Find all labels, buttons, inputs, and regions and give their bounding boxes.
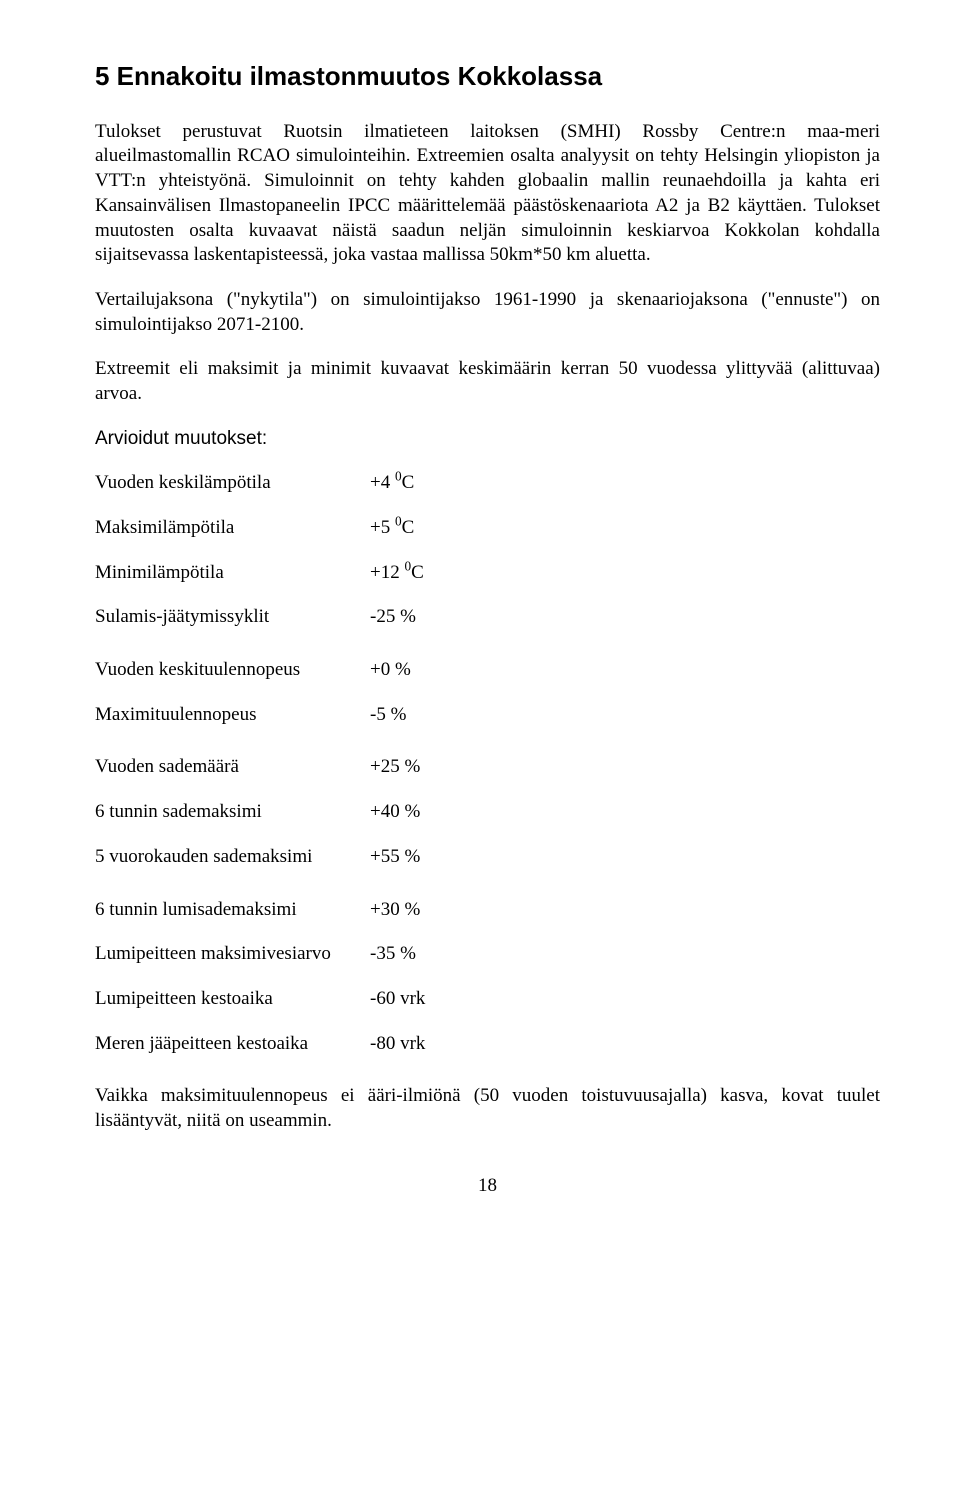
row-value: +12 0C [370, 561, 424, 586]
row-label: 5 vuorokauden sademaksimi [95, 845, 370, 870]
group-temperature: Vuoden keskilämpötila+4 0CMaksimilämpöti… [95, 471, 880, 630]
row-label: Meren jääpeitteen kestoaika [95, 1032, 370, 1057]
row-label: Minimilämpötila [95, 561, 370, 586]
row-value: -5 % [370, 703, 406, 728]
row-label: Maksimilämpötila [95, 516, 370, 541]
degree-superscript: 0 [395, 469, 402, 484]
row-value: +40 % [370, 800, 420, 825]
row-label: Maximituulennopeus [95, 703, 370, 728]
data-row: 6 tunnin lumisademaksimi+30 % [95, 898, 880, 923]
data-row: Maximituulennopeus-5 % [95, 703, 880, 728]
group-snow: 6 tunnin lumisademaksimi+30 %Lumipeittee… [95, 898, 880, 1057]
row-label: Vuoden sademäärä [95, 755, 370, 780]
row-value: -35 % [370, 942, 416, 967]
row-label: Lumipeitteen maksimivesiarvo [95, 942, 370, 967]
row-label: Vuoden keskituulennopeus [95, 658, 370, 683]
group-rain: Vuoden sademäärä+25 %6 tunnin sademaksim… [95, 755, 880, 869]
row-value: +25 % [370, 755, 420, 780]
data-row: Lumipeitteen maksimivesiarvo-35 % [95, 942, 880, 967]
row-value: +5 0C [370, 516, 414, 541]
data-row: Minimilämpötila+12 0C [95, 561, 880, 586]
row-label: 6 tunnin lumisademaksimi [95, 898, 370, 923]
data-row: Meren jääpeitteen kestoaika-80 vrk [95, 1032, 880, 1057]
data-row: Vuoden keskituulennopeus+0 % [95, 658, 880, 683]
group-wind: Vuoden keskituulennopeus+0 %Maximituulen… [95, 658, 880, 727]
page-number: 18 [95, 1174, 880, 1199]
degree-superscript: 0 [395, 514, 402, 529]
data-row: Maksimilämpötila+5 0C [95, 516, 880, 541]
data-row: 5 vuorokauden sademaksimi+55 % [95, 845, 880, 870]
degree-superscript: 0 [404, 558, 411, 573]
data-row: 6 tunnin sademaksimi+40 % [95, 800, 880, 825]
subheading-changes: Arvioidut muutokset: [95, 427, 880, 452]
data-row: Sulamis-jäätymissyklit-25 % [95, 605, 880, 630]
data-row: Vuoden keskilämpötila+4 0C [95, 471, 880, 496]
row-label: Vuoden keskilämpötila [95, 471, 370, 496]
paragraph-3: Extreemit eli maksimit ja minimit kuvaav… [95, 357, 880, 406]
row-value: +0 % [370, 658, 411, 683]
paragraph-1: Tulokset perustuvat Ruotsin ilmatieteen … [95, 120, 880, 268]
row-value: +30 % [370, 898, 420, 923]
row-value: -25 % [370, 605, 416, 630]
row-value: -80 vrk [370, 1032, 425, 1057]
data-row: Lumipeitteen kestoaika-60 vrk [95, 987, 880, 1012]
row-label: Sulamis-jäätymissyklit [95, 605, 370, 630]
row-label: 6 tunnin sademaksimi [95, 800, 370, 825]
row-value: +55 % [370, 845, 420, 870]
page-heading: 5 Ennakoitu ilmastonmuutos Kokkolassa [95, 60, 880, 94]
paragraph-4: Vaikka maksimituulennopeus ei ääri-ilmiö… [95, 1084, 880, 1133]
row-value: +4 0C [370, 471, 414, 496]
paragraph-2: Vertailujaksona ("nykytila") on simuloin… [95, 288, 880, 337]
row-value: -60 vrk [370, 987, 425, 1012]
row-label: Lumipeitteen kestoaika [95, 987, 370, 1012]
data-row: Vuoden sademäärä+25 % [95, 755, 880, 780]
